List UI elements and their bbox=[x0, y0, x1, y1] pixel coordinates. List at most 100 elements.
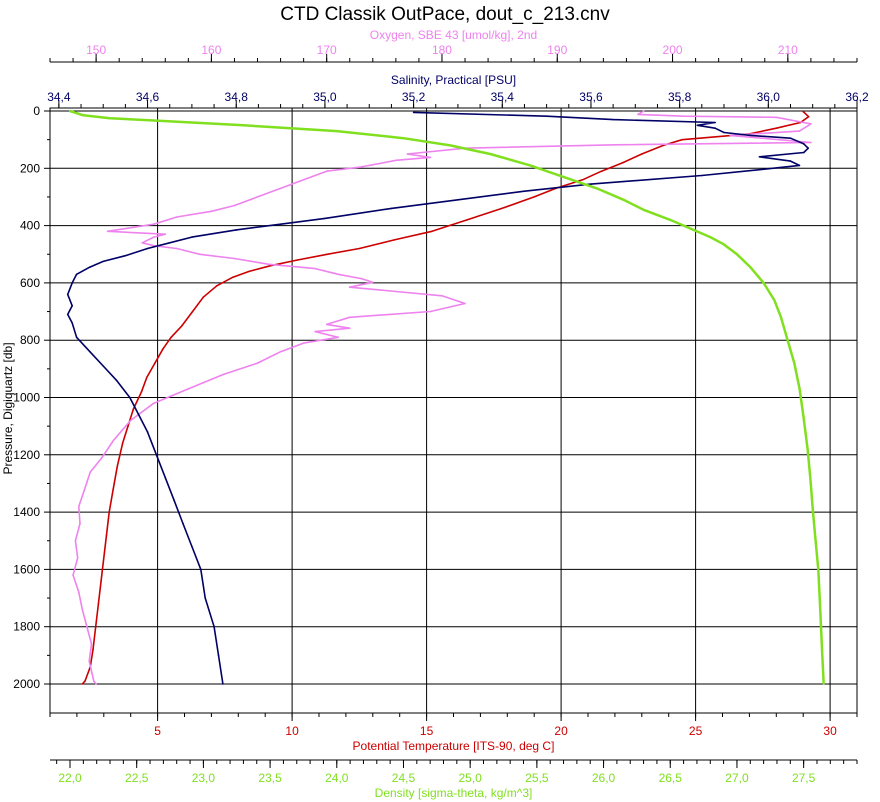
density-point bbox=[722, 243, 725, 245]
salinity-series bbox=[66, 111, 810, 685]
salinity-point bbox=[324, 217, 326, 220]
temperature-tick-label: 30 bbox=[823, 724, 837, 738]
oxygen-point bbox=[637, 113, 639, 116]
temperature-point bbox=[97, 603, 100, 605]
density-point bbox=[109, 117, 111, 119]
salinity-point bbox=[164, 476, 167, 479]
salinity-point bbox=[102, 365, 104, 367]
salinity-point bbox=[191, 236, 193, 238]
density-point bbox=[736, 253, 738, 256]
oxygen-point bbox=[325, 170, 328, 172]
density-point bbox=[793, 362, 796, 364]
oxygen-point bbox=[153, 223, 155, 225]
density-point bbox=[786, 339, 789, 342]
salinity-point bbox=[71, 322, 73, 324]
density-point bbox=[709, 236, 712, 238]
salinity-point bbox=[789, 160, 792, 162]
salinity-point bbox=[714, 127, 716, 129]
salinity-tick-label: 36,0 bbox=[757, 90, 781, 104]
salinity-point bbox=[523, 190, 526, 192]
temperature-point bbox=[92, 648, 94, 651]
oxygen-point bbox=[222, 373, 224, 376]
oxygen-point bbox=[268, 263, 270, 266]
density-axis-label: Density [sigma-theta, kg/m^3] bbox=[375, 786, 533, 800]
salinity-tick-label: 35,0 bbox=[313, 90, 337, 104]
density-point bbox=[69, 110, 71, 112]
density-tick-label: 23,0 bbox=[192, 771, 216, 785]
salinity-point bbox=[412, 111, 415, 114]
oxygen-point bbox=[395, 290, 397, 293]
temperature-point bbox=[103, 557, 105, 559]
density-point bbox=[336, 130, 338, 132]
chart-title: CTD Classik OutPace, dout_c_213.cnv bbox=[280, 4, 610, 25]
temperature-point bbox=[146, 376, 148, 379]
temperature-point bbox=[641, 153, 643, 155]
oxygen-point bbox=[256, 362, 259, 364]
oxygen-point bbox=[337, 273, 340, 276]
salinity-point bbox=[204, 597, 206, 599]
y-axis-label: Pressure, Digiquartz [db] bbox=[1, 342, 15, 474]
density-tick-label: 25,5 bbox=[525, 771, 549, 785]
salinity-point bbox=[758, 156, 761, 158]
density-tick-label: 27,0 bbox=[725, 771, 749, 785]
oxygen-point bbox=[93, 680, 95, 682]
temperature-point bbox=[94, 625, 97, 628]
oxygen-point bbox=[187, 388, 190, 390]
oxygen-tick-label: 200 bbox=[663, 43, 683, 57]
oxygen-point bbox=[153, 402, 155, 405]
salinity-point bbox=[182, 522, 184, 525]
salinity-point bbox=[590, 183, 592, 185]
salinity-point bbox=[71, 305, 73, 307]
temperature-point bbox=[191, 310, 194, 313]
y-tick-label: 1400 bbox=[13, 505, 40, 519]
salinity-tick-label: 34,4 bbox=[47, 90, 71, 104]
density-point bbox=[780, 316, 782, 319]
temperature-point bbox=[248, 270, 250, 273]
density-tick-label: 22,5 bbox=[125, 771, 149, 785]
density-point bbox=[798, 388, 801, 390]
oxygen-point bbox=[775, 116, 778, 119]
density-line bbox=[69, 109, 825, 685]
oxygen-point bbox=[153, 236, 155, 238]
density-point bbox=[814, 540, 817, 542]
salinity-point bbox=[75, 336, 78, 339]
temperature-point bbox=[108, 511, 110, 513]
salinity-point bbox=[66, 313, 69, 316]
density-tick-label: 23,5 bbox=[258, 771, 282, 785]
density-series bbox=[69, 109, 825, 685]
salinity-point bbox=[155, 454, 158, 456]
salinity-point bbox=[191, 545, 193, 548]
density-point bbox=[162, 120, 165, 122]
temperature-axis-label: Potential Temperature [ITS-90, deg C] bbox=[353, 739, 555, 753]
oxygen-point bbox=[729, 134, 731, 137]
salinity-point bbox=[200, 568, 202, 571]
salinity-tick-label: 35,8 bbox=[668, 90, 692, 104]
oxygen-point bbox=[360, 166, 363, 168]
density-tick-label: 24,5 bbox=[392, 771, 416, 785]
oxygen-tick-label: 210 bbox=[778, 43, 798, 57]
grid bbox=[50, 108, 857, 713]
salinity-point bbox=[279, 223, 282, 225]
density-point bbox=[669, 219, 672, 221]
oxygen-point bbox=[429, 156, 432, 159]
oxygen-point bbox=[279, 350, 282, 353]
density-point bbox=[806, 448, 809, 450]
y-tick-label: 600 bbox=[20, 276, 40, 290]
temperature-point bbox=[84, 680, 86, 682]
salinity-point bbox=[146, 247, 149, 250]
salinity-point bbox=[129, 396, 131, 399]
density-point bbox=[622, 199, 625, 201]
oxygen-point bbox=[683, 115, 685, 117]
salinity-point bbox=[696, 124, 699, 127]
temperature-point bbox=[181, 325, 183, 327]
salinity-tick-label: 34,6 bbox=[136, 90, 160, 104]
temperature-point bbox=[681, 138, 683, 141]
oxygen-point bbox=[314, 330, 317, 333]
plot-frame bbox=[49, 107, 858, 714]
temperature-point bbox=[140, 391, 143, 393]
salinity-point bbox=[545, 115, 548, 117]
y-tick-label: 1200 bbox=[13, 448, 40, 462]
salinity-point bbox=[390, 207, 393, 210]
salinity-point bbox=[124, 254, 127, 257]
oxygen-point bbox=[78, 505, 80, 508]
